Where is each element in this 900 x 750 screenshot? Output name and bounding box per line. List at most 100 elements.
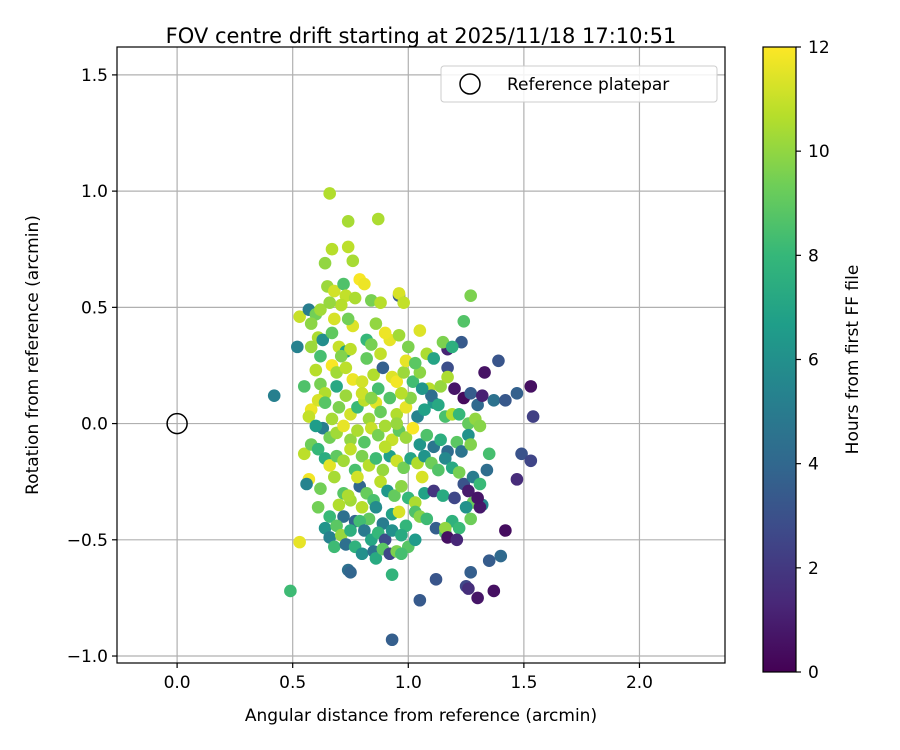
data-point (297, 447, 311, 461)
data-point (510, 473, 524, 486)
data-point (364, 391, 378, 405)
data-point (390, 417, 404, 430)
data-point (332, 498, 346, 512)
data-point (408, 496, 422, 509)
legend-box (440, 65, 718, 103)
data-point (399, 431, 413, 444)
data-point (378, 326, 392, 340)
data-point (314, 377, 327, 391)
data-point (374, 296, 387, 309)
scatter-points (166, 187, 540, 647)
data-point (450, 435, 464, 449)
data-point (515, 447, 528, 461)
data-point (462, 484, 475, 498)
data-point (323, 296, 336, 309)
data-point (318, 396, 332, 409)
data-point (360, 352, 373, 365)
data-point (383, 391, 397, 405)
data-point (438, 452, 452, 465)
data-point (399, 401, 413, 414)
data-point (341, 215, 355, 228)
data-point (323, 510, 336, 523)
data-point (367, 368, 380, 382)
data-point (348, 291, 362, 305)
data-point (524, 380, 538, 393)
data-point (378, 440, 392, 454)
data-point (392, 328, 406, 342)
data-point (436, 489, 450, 502)
colorbar-tick-label: 10 (808, 142, 830, 162)
data-point (510, 387, 524, 400)
colorbar-tick-label: 6 (808, 351, 819, 371)
data-point (355, 500, 369, 514)
data-point (397, 296, 410, 309)
y-tick-label: 0.0 (81, 415, 108, 435)
data-point (337, 277, 350, 291)
x-tick-label: 1.5 (510, 673, 537, 693)
data-point (323, 187, 336, 200)
data-point (325, 326, 339, 340)
data-point (330, 380, 343, 393)
data-point (452, 466, 466, 479)
colorbar-tick-label: 2 (808, 559, 819, 579)
data-point (471, 491, 484, 505)
data-point (344, 524, 357, 537)
data-point (358, 435, 371, 449)
data-point (369, 452, 383, 465)
data-point (339, 361, 353, 375)
y-tick-label: 1.0 (81, 182, 108, 202)
data-point (297, 380, 311, 393)
data-point (390, 375, 404, 389)
chart-title: FOV centre drift starting at 2025/11/18 … (166, 24, 677, 48)
data-point (293, 535, 306, 549)
data-point (455, 445, 468, 458)
data-point (351, 424, 364, 437)
data-point (371, 212, 385, 226)
data-point (355, 547, 369, 561)
data-point (309, 363, 323, 377)
data-point (358, 277, 371, 291)
data-point (341, 489, 355, 502)
data-point (395, 387, 408, 400)
data-point (432, 398, 445, 412)
y-tick-label: 1.5 (81, 66, 108, 86)
data-point (445, 340, 459, 354)
plot-frame (116, 46, 726, 664)
data-point (441, 361, 454, 375)
data-point (341, 240, 355, 254)
y-tick-label: −1.0 (67, 647, 108, 667)
data-point (376, 463, 390, 477)
data-point (397, 366, 410, 379)
data-point (475, 389, 489, 402)
data-point (464, 566, 478, 579)
data-point (413, 324, 427, 337)
data-point (284, 584, 297, 598)
y-axis-label: Rotation from reference (arcmin) (23, 215, 43, 495)
x-tick-label: 0.5 (279, 673, 306, 693)
data-point (371, 382, 385, 396)
data-point (473, 477, 487, 491)
data-point (450, 533, 464, 547)
data-point (323, 531, 336, 544)
x-axis-label: Angular distance from reference (arcmin) (245, 706, 597, 726)
data-point (441, 370, 454, 384)
colorbar-tick-label: 8 (808, 246, 819, 266)
data-point (325, 242, 339, 256)
data-point (330, 519, 343, 533)
data-point (464, 289, 478, 303)
grid (117, 47, 725, 663)
data-point (462, 582, 475, 595)
data-point (420, 428, 434, 442)
data-point (473, 419, 487, 433)
colorbar-label: Hours from first FF file (843, 265, 863, 455)
data-point (392, 287, 406, 300)
data-point (464, 438, 478, 451)
data-point (526, 410, 540, 423)
data-point (434, 433, 447, 447)
data-point (318, 256, 332, 270)
data-point (425, 389, 438, 402)
data-point (378, 419, 392, 433)
data-point (325, 412, 339, 426)
data-point (369, 317, 383, 330)
